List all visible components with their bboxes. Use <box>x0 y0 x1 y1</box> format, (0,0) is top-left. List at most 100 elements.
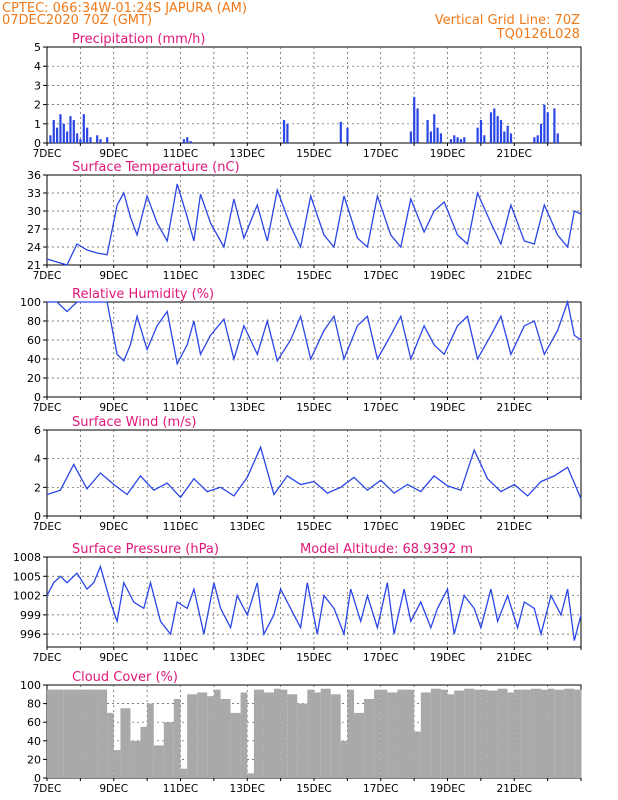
cloud-column <box>540 689 548 778</box>
y-tick-label: 30 <box>27 205 41 218</box>
x-tick-label: 19DEC <box>430 521 465 533</box>
precip-bar <box>553 108 556 143</box>
x-tick-label: 9DEC <box>99 521 128 533</box>
header-grid-line: Vertical Grid Line: 70Z <box>434 13 580 28</box>
precip-bar <box>62 123 65 143</box>
y-tick-label: 4 <box>34 453 41 466</box>
x-tick-label: 11DEC <box>163 270 198 282</box>
cloud-column <box>130 740 141 778</box>
y-tick-label: 80 <box>27 698 41 711</box>
precip-bar <box>49 135 52 143</box>
cloud-column <box>253 689 264 778</box>
panel-title: Precipitation (mm/h) <box>72 32 205 47</box>
cloud-column <box>163 722 174 778</box>
precip-bar <box>82 114 85 143</box>
cloud-column <box>564 688 575 778</box>
precip-bar <box>413 96 416 143</box>
cloud-column <box>387 692 398 778</box>
x-tick-label: 13DEC <box>230 270 265 282</box>
x-tick-label: 7DEC <box>33 402 62 414</box>
x-tick-label: 9DEC <box>99 148 128 160</box>
cloud-column <box>374 689 381 778</box>
precip-bar <box>476 127 479 143</box>
precip-bar <box>436 127 439 143</box>
precip-bar <box>483 135 486 143</box>
precip-bar <box>76 133 79 143</box>
cloud-column <box>314 692 321 778</box>
precip-bar <box>56 127 59 143</box>
cloud-column <box>107 712 114 778</box>
cloud-column <box>364 698 375 778</box>
y-tick-label: 2 <box>34 481 41 494</box>
precip-bar <box>429 131 433 143</box>
cloud-column <box>547 688 555 778</box>
x-tick-label: 21DEC <box>497 148 532 160</box>
precip-bar <box>69 116 72 143</box>
cloud-column <box>240 692 248 778</box>
cloud-column <box>581 689 582 778</box>
y-tick-label: 33 <box>27 187 41 200</box>
x-tick-label: 7DEC <box>33 148 62 160</box>
x-tick-label: 13DEC <box>230 783 265 795</box>
x-tick-label: 7DEC <box>33 521 62 533</box>
cloud-column <box>320 688 331 778</box>
y-tick-label: 999 <box>20 609 41 622</box>
x-tick-label: 17DEC <box>363 148 398 160</box>
series-line <box>46 445 582 500</box>
x-tick-label: 9DEC <box>99 270 128 282</box>
precip-bar <box>89 137 92 143</box>
header-station: CPTEC: 066:34W-01:24S JAPURA (AM) <box>2 1 247 16</box>
panel-title: Cloud Cover (%) <box>72 670 178 685</box>
y-tick-label: 60 <box>27 716 41 729</box>
header-date: 07DEC2020 70Z (GMT) <box>2 13 153 28</box>
x-tick-label: 7DEC <box>33 270 62 282</box>
y-tick-label: 60 <box>27 334 41 347</box>
y-tick-label: 100 <box>20 296 41 309</box>
x-tick-label: 11DEC <box>163 783 198 795</box>
panel-3: 0 2 4 6 7DEC 9DEC 11DEC 13DEC 15DEC 17DEC 19DEC 21D… <box>33 415 582 533</box>
x-tick-label: 13DEC <box>230 652 265 664</box>
y-tick-label: 1005 <box>13 570 41 583</box>
cloud-column <box>207 696 214 778</box>
precip-bar <box>182 139 186 143</box>
precip-bar <box>489 112 493 143</box>
cloud-column <box>480 689 488 778</box>
precip-bar <box>409 131 412 143</box>
x-tick-label: 9DEC <box>99 652 128 664</box>
y-tick-label: 0 <box>34 137 41 150</box>
cloud-column <box>414 731 421 778</box>
y-tick-label: 27 <box>27 223 41 236</box>
precip-bar <box>543 104 546 143</box>
cloud-column <box>487 690 498 778</box>
x-tick-label: 17DEC <box>363 652 398 664</box>
y-tick-label: 21 <box>27 259 41 272</box>
precip-bar <box>536 135 539 143</box>
cloud-column <box>140 726 148 778</box>
panel-title: Surface Wind (m/s) <box>72 415 196 430</box>
cloud-column <box>347 689 355 778</box>
x-tick-label: 19DEC <box>430 402 465 414</box>
cloud-column <box>47 689 64 778</box>
precip-bar <box>506 125 509 143</box>
x-tick-label: 21DEC <box>497 652 532 664</box>
cloud-column <box>554 689 565 778</box>
precip-bar <box>106 137 109 143</box>
cloud-column <box>147 703 154 778</box>
panel-title: Relative Humidity (%) <box>72 287 214 302</box>
precip-bar <box>493 108 496 143</box>
x-tick-label: 13DEC <box>230 148 265 160</box>
y-tick-label: 4 <box>34 60 41 73</box>
precip-bar <box>59 114 62 143</box>
precip-bar <box>72 119 75 143</box>
precip-bar <box>539 123 543 143</box>
cloud-column <box>230 712 241 778</box>
x-tick-label: 13DEC <box>230 521 265 533</box>
y-tick-label: 1 <box>34 118 41 131</box>
precip-bar <box>479 119 483 143</box>
x-tick-label: 19DEC <box>430 652 465 664</box>
panel-annotation: Model Altitude: 68.9392 m <box>300 542 473 557</box>
y-tick-label: 100 <box>20 679 41 692</box>
cloud-column <box>464 688 475 778</box>
cloud-column <box>514 689 521 778</box>
y-tick-label: 1002 <box>13 590 41 603</box>
